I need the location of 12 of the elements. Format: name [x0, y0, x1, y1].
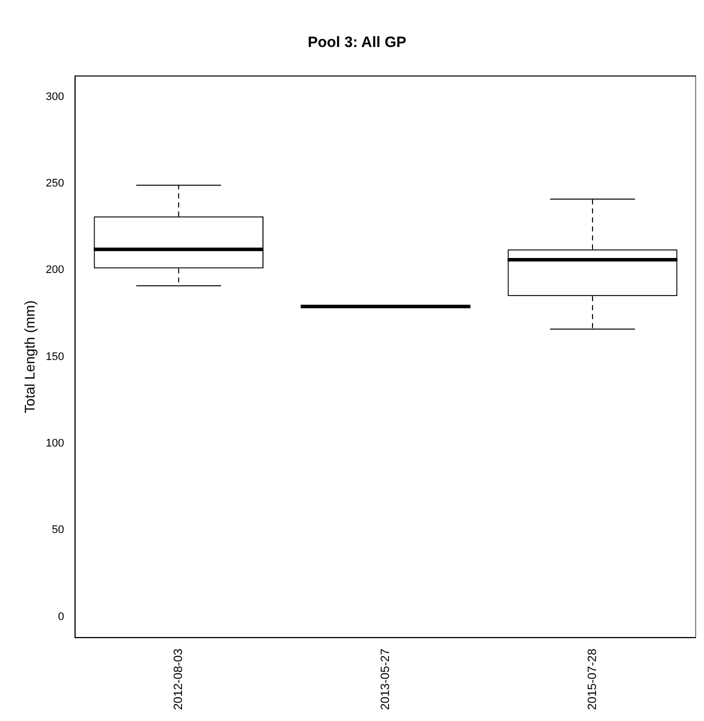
- y-axis-title: Total Length (mm): [21, 300, 38, 414]
- x-tick-label: 2012-08-03: [170, 648, 185, 710]
- x-tick-label: 2015-07-28: [584, 648, 599, 710]
- x-tick-label: 2013-05-27: [378, 648, 392, 710]
- y-tick-label: 300: [46, 90, 64, 103]
- chart-title: Pool 3: All GP: [308, 34, 406, 52]
- y-tick-label: 250: [46, 178, 64, 190]
- y-tick-label: 150: [46, 350, 64, 363]
- y-tick-label: 50: [52, 524, 64, 536]
- y-tick-label: 200: [46, 264, 64, 276]
- y-tick-label: 0: [58, 610, 64, 623]
- y-tick-label: 100: [46, 438, 64, 450]
